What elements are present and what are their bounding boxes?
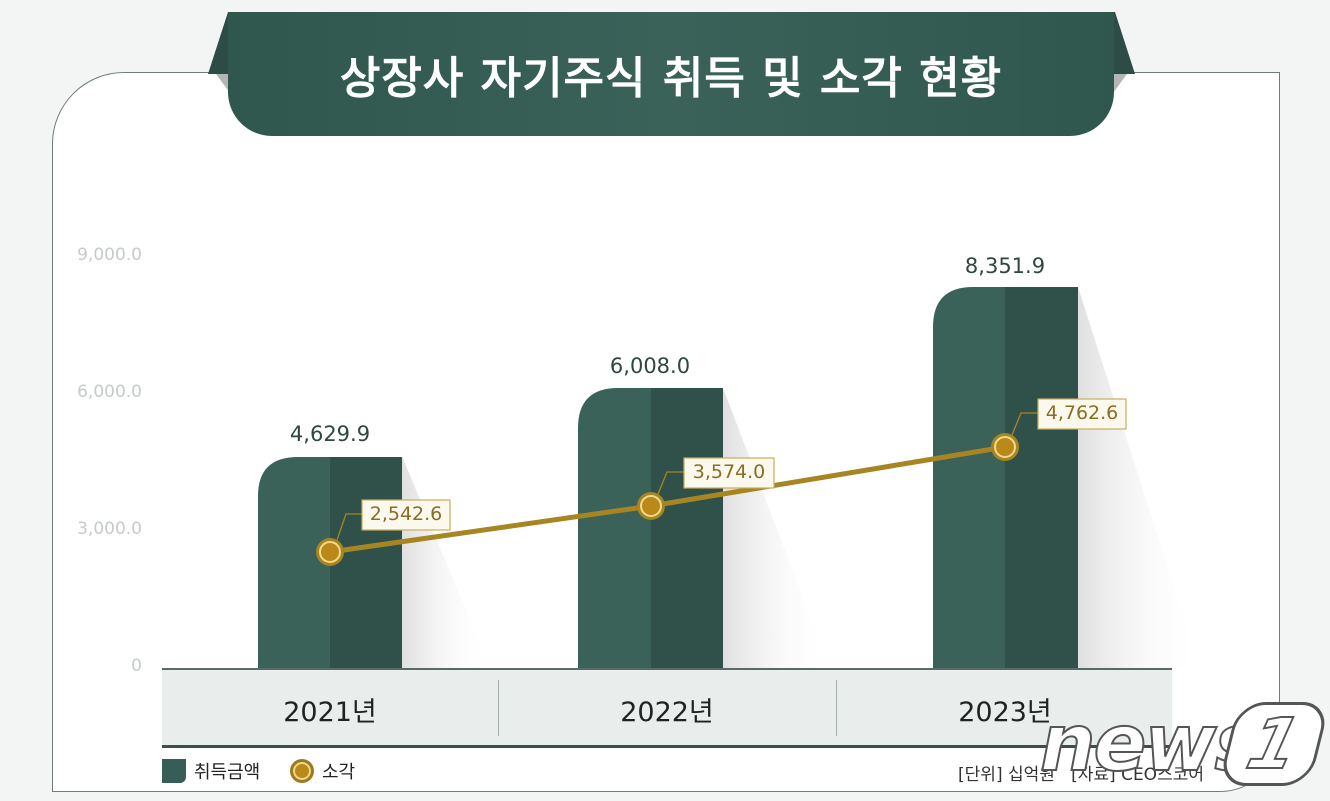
legend-line-label: 소각 bbox=[322, 762, 356, 783]
y-tick-6000: 6,000.0 bbox=[77, 382, 142, 402]
bar-2023 bbox=[933, 287, 1078, 668]
y-tick-3000: 3,000.0 bbox=[77, 519, 142, 539]
page-title: 상장사 자기주식 취득 및 소각 현황 bbox=[339, 53, 1003, 104]
bar-2021 bbox=[258, 457, 402, 668]
y-tick-9000: 9,000.0 bbox=[77, 245, 142, 265]
line-markers bbox=[316, 433, 1019, 566]
y-tick-0: 0 bbox=[131, 656, 142, 676]
title-banner: 상장사 자기주식 취득 및 소각 현황 bbox=[228, 12, 1114, 136]
x-label-2023: 2023년 bbox=[958, 697, 1052, 728]
category-band bbox=[162, 668, 1172, 748]
unit-label: [단위] 십억원 bbox=[958, 765, 1055, 785]
news1-logo-mark: 1 bbox=[1238, 702, 1309, 786]
line-label-2023: 4,762.6 bbox=[1045, 402, 1119, 424]
band-divider bbox=[498, 680, 499, 736]
leader-lines bbox=[336, 412, 1038, 541]
legend-bar-label: 취득금액 bbox=[194, 762, 261, 783]
legend-bar: 취득금액 bbox=[162, 758, 260, 784]
source-note: [단위] 십억원 [자료] CEO스코어 bbox=[958, 760, 1204, 785]
band-divider bbox=[836, 680, 837, 736]
line-label-boxes bbox=[361, 398, 1127, 531]
circle-marker-icon bbox=[290, 759, 314, 783]
x-label-2021: 2021년 bbox=[283, 697, 377, 728]
line-label-2022: 3,574.0 bbox=[692, 461, 766, 483]
bar-label-2023: 8,351.9 bbox=[964, 254, 1046, 278]
source-label: [자료] CEO스코어 bbox=[1071, 765, 1204, 785]
bar-shadows bbox=[402, 287, 1200, 668]
bar-label-2021: 4,629.9 bbox=[289, 422, 371, 446]
line-label-2021: 2,542.6 bbox=[369, 503, 443, 525]
bar-swatch-icon bbox=[162, 759, 186, 783]
x-label-2022: 2022년 bbox=[620, 697, 714, 728]
legend-line: 소각 bbox=[290, 758, 355, 784]
bar-2022 bbox=[578, 388, 723, 668]
bar-label-2022: 6,008.0 bbox=[609, 354, 691, 378]
